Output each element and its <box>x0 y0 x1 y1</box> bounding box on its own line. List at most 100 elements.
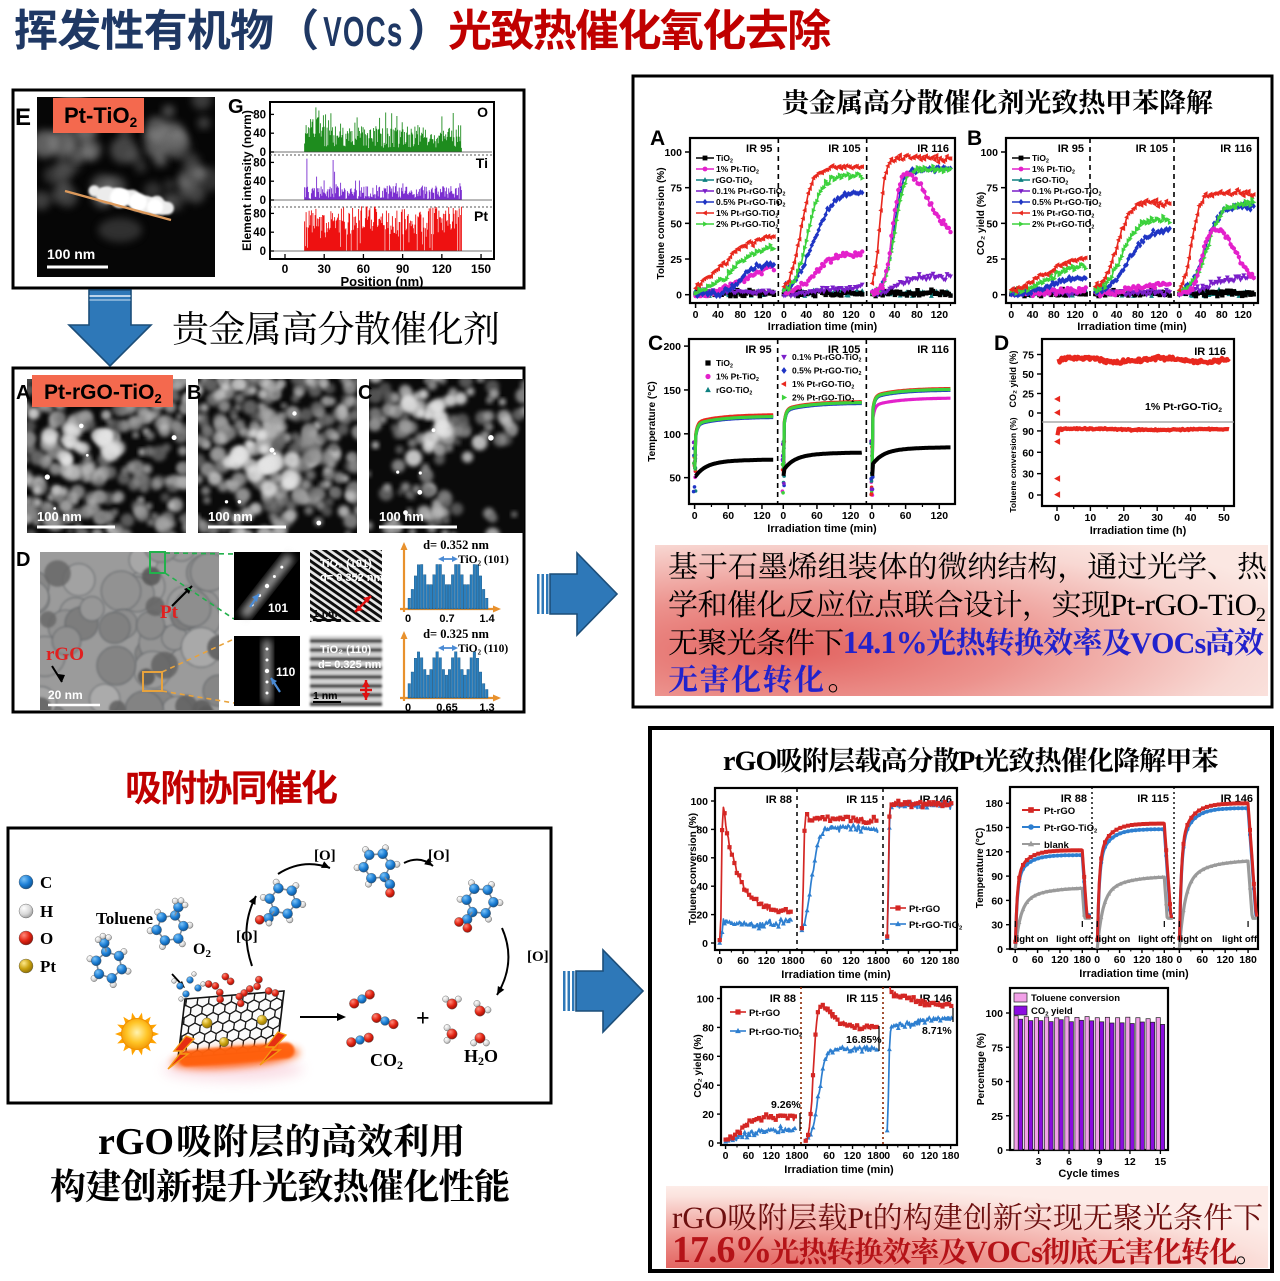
svg-text:Element intensity (norm): Element intensity (norm) <box>240 110 254 251</box>
svg-text:30: 30 <box>318 262 332 276</box>
svg-text:120: 120 <box>842 309 860 321</box>
svg-text:60: 60 <box>702 1051 714 1063</box>
svg-text:0: 0 <box>692 510 698 522</box>
svg-text:0: 0 <box>717 955 723 967</box>
svg-text:IR 105: IR 105 <box>828 143 860 155</box>
svg-text:120: 120 <box>842 510 860 522</box>
svg-text:Pt-rGO-TiO2: Pt-rGO-TiO2 <box>749 1027 803 1039</box>
svg-text:40: 40 <box>1027 309 1039 321</box>
svg-text:40: 40 <box>702 1080 714 1092</box>
svg-text:40: 40 <box>889 309 901 321</box>
svg-text:20: 20 <box>702 1109 714 1121</box>
svg-text:G: G <box>228 96 244 118</box>
svg-text:180: 180 <box>867 1150 885 1162</box>
svg-text:Toluene conversion (%): Toluene conversion (%) <box>656 167 667 279</box>
svg-text:0: 0 <box>260 246 266 258</box>
svg-text:120: 120 <box>1234 309 1252 321</box>
svg-text:d= 0.325 nm: d= 0.325 nm <box>318 659 382 671</box>
svg-text:60: 60 <box>821 955 833 967</box>
svg-text:1% Pt-rGO-TiO2: 1% Pt-rGO-TiO2 <box>1145 401 1222 414</box>
svg-text:0: 0 <box>1094 954 1100 966</box>
svg-text:0: 0 <box>282 262 289 276</box>
svg-text:40: 40 <box>800 309 812 321</box>
svg-text:60: 60 <box>722 510 734 522</box>
svg-text:CO₂ yield (%): CO₂ yield (%) <box>976 192 987 255</box>
svg-text:30: 30 <box>1151 512 1163 524</box>
svg-text:Pt: Pt <box>474 208 488 224</box>
svg-text:TiO₂ (110): TiO₂ (110) <box>458 643 508 655</box>
svg-text:TiO₂ (110): TiO₂ (110) <box>320 644 371 656</box>
svg-text:O2: O2 <box>193 941 211 960</box>
svg-text:[O]: [O] <box>236 929 258 945</box>
svg-text:CO₂ yield (%): CO₂ yield (%) <box>693 1034 704 1097</box>
svg-text:20: 20 <box>1118 512 1130 524</box>
svg-text:180: 180 <box>985 798 1003 810</box>
svg-text:0: 0 <box>997 1145 1003 1157</box>
svg-text:60: 60 <box>903 1150 915 1162</box>
svg-text:40: 40 <box>253 227 266 239</box>
svg-text:180: 180 <box>785 1150 803 1162</box>
svg-text:12: 12 <box>1124 1156 1136 1168</box>
svg-text:100: 100 <box>985 1008 1003 1020</box>
svg-text:100: 100 <box>664 147 682 159</box>
svg-text:25: 25 <box>670 254 682 266</box>
svg-text:120: 120 <box>921 955 939 967</box>
svg-text:100 nm: 100 nm <box>208 509 253 524</box>
svg-text:0: 0 <box>803 1150 809 1162</box>
svg-text:0: 0 <box>1176 954 1182 966</box>
svg-text:1% Pt-TiO2: 1% Pt-TiO2 <box>716 164 759 176</box>
svg-text:80: 80 <box>1216 309 1228 321</box>
svg-text:B: B <box>187 382 201 404</box>
svg-text:0: 0 <box>780 510 786 522</box>
svg-text:Toluene conversion (%): Toluene conversion (%) <box>1008 417 1018 512</box>
svg-text:light off: light off <box>1222 934 1258 945</box>
svg-text:IR 115: IR 115 <box>846 794 878 806</box>
svg-text:TiO2: TiO2 <box>716 153 733 165</box>
svg-text:Toluene: Toluene <box>96 909 153 928</box>
svg-text:Irradiation time (min): Irradiation time (min) <box>781 969 891 981</box>
svg-text:0.5% Pt-rGO-TiO2: 0.5% Pt-rGO-TiO2 <box>1032 197 1101 209</box>
svg-text:Irradiation time (min): Irradiation time (min) <box>768 321 878 333</box>
svg-text:9.26%: 9.26% <box>771 1099 801 1111</box>
svg-text:Pt-TiO2: Pt-TiO2 <box>64 103 138 130</box>
svg-text:60: 60 <box>823 1150 835 1162</box>
svg-text:1 nm: 1 nm <box>313 608 338 620</box>
svg-text:90: 90 <box>396 262 410 276</box>
svg-text:20: 20 <box>696 910 708 922</box>
svg-text:Pt: Pt <box>40 957 56 976</box>
svg-text:A: A <box>16 382 30 404</box>
svg-text:60: 60 <box>696 853 708 865</box>
svg-text:60: 60 <box>1032 954 1044 966</box>
svg-text:IR 116: IR 116 <box>1194 346 1226 358</box>
svg-text:150: 150 <box>471 262 491 276</box>
svg-text:40: 40 <box>253 176 266 188</box>
svg-text:60: 60 <box>743 1150 755 1162</box>
svg-text:d= 0.352 nm: d= 0.352 nm <box>320 572 384 584</box>
svg-text:0.1% Pt-rGO-TiO2: 0.1% Pt-rGO-TiO2 <box>1032 186 1101 198</box>
svg-text:O: O <box>477 104 488 120</box>
svg-text:80: 80 <box>911 309 923 321</box>
svg-text:40: 40 <box>1111 309 1123 321</box>
svg-text:2% Pt-rGO-TiO2: 2% Pt-rGO-TiO2 <box>1032 219 1094 231</box>
svg-text:Irradiation time (min): Irradiation time (min) <box>1077 321 1187 333</box>
svg-text:10: 10 <box>1085 512 1097 524</box>
svg-text:1% Pt-rGO-TiO2: 1% Pt-rGO-TiO2 <box>1032 208 1094 220</box>
svg-text:60: 60 <box>903 955 915 967</box>
svg-text:25: 25 <box>1022 389 1034 401</box>
svg-text:40: 40 <box>1195 309 1207 321</box>
svg-text:180: 180 <box>1156 954 1174 966</box>
svg-text:1% Pt-TiO2: 1% Pt-TiO2 <box>716 372 759 384</box>
svg-text:180: 180 <box>942 955 960 967</box>
svg-text:A: A <box>650 127 665 150</box>
svg-text:rGO: rGO <box>46 644 84 665</box>
svg-text:Pt-rGO-TiO2: Pt-rGO-TiO2 <box>909 920 963 932</box>
svg-text:0: 0 <box>693 309 699 321</box>
svg-text:60: 60 <box>357 262 371 276</box>
svg-text:0: 0 <box>869 510 875 522</box>
svg-text:80: 80 <box>734 309 746 321</box>
svg-text:120: 120 <box>985 847 1003 859</box>
svg-text:0: 0 <box>992 290 998 302</box>
svg-text:50: 50 <box>669 473 681 485</box>
svg-text:200: 200 <box>663 341 681 353</box>
svg-text:180: 180 <box>781 955 799 967</box>
